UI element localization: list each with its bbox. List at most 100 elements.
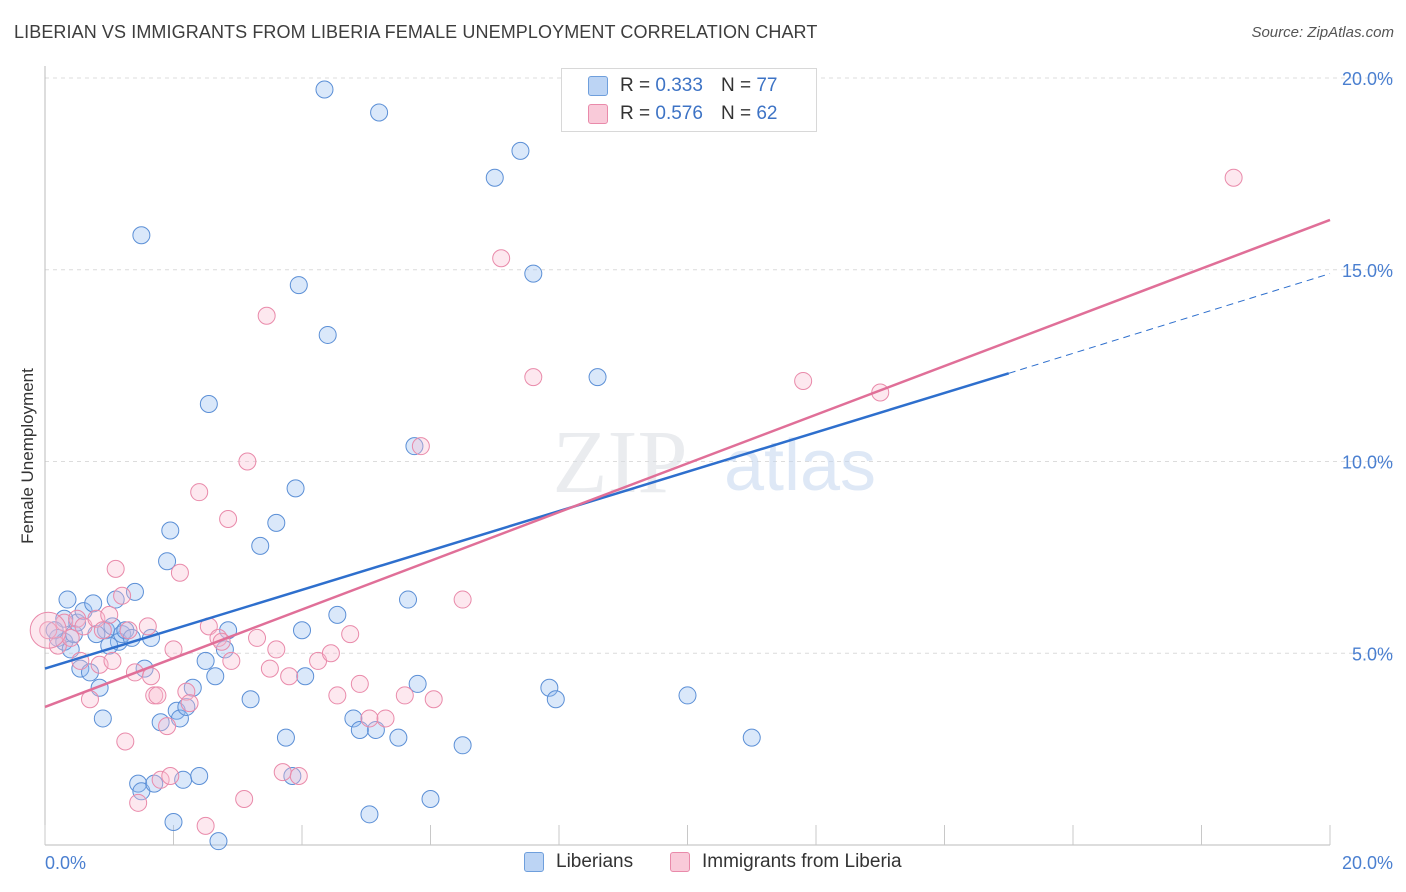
point-immigrants [113, 586, 132, 605]
point-liberians [421, 789, 440, 808]
gridlines [45, 77, 1395, 654]
point-immigrants [190, 483, 209, 502]
point-immigrants [180, 694, 199, 713]
legend: R = 0.333 N = 77 R = 0.576 N = 62 [561, 68, 817, 132]
point-liberians [399, 590, 418, 609]
point-liberians [267, 513, 286, 532]
point-liberians [366, 720, 385, 739]
point-liberians [296, 667, 315, 686]
point-immigrants [328, 686, 347, 705]
point-liberians [84, 594, 103, 613]
point-immigrants [248, 628, 267, 647]
point-immigrants [273, 763, 292, 782]
bottom-legend-swatch-liberians [524, 852, 544, 872]
point-immigrants [116, 732, 135, 751]
legend-swatch-immigrants [588, 104, 608, 124]
point-liberians [80, 663, 99, 682]
y-tick-label: 10.0% [1342, 453, 1393, 473]
point-liberians [485, 168, 504, 187]
point-liberians [58, 590, 77, 609]
point-immigrants [260, 659, 279, 678]
point-liberians [71, 659, 90, 678]
legend-r-label: R = [620, 75, 651, 96]
point-immigrants [100, 605, 119, 624]
legend-n-label: N = [720, 75, 752, 96]
point-immigrants [196, 816, 215, 835]
legend-n-label: N = [720, 103, 752, 124]
bottom-legend: Liberians Immigrants from Liberia [0, 851, 1406, 877]
point-liberians [190, 766, 209, 785]
point-immigrants [222, 651, 241, 670]
data-points [29, 80, 1243, 851]
point-immigrants [129, 793, 148, 812]
tick-labels: 5.0% 10.0% 15.0% 20.0% 0.0% 20.0% [45, 69, 1393, 873]
x-tick-label: 20.0% [1342, 853, 1393, 873]
point-immigrants [321, 644, 340, 663]
trend-line-immigrants [44, 218, 1331, 709]
point-liberians [540, 678, 559, 697]
legend-n-value: 62 [756, 103, 778, 124]
y-tick-label: 15.0% [1342, 261, 1393, 281]
point-liberians [328, 605, 347, 624]
point-immigrants [238, 452, 257, 471]
point-liberians [209, 832, 228, 851]
point-liberians [251, 536, 270, 555]
point-liberians [405, 437, 424, 456]
point-liberians [164, 812, 183, 831]
legend-r-value: 0.333 [655, 75, 703, 96]
point-liberians [588, 368, 607, 387]
point-immigrants [341, 625, 360, 644]
point-immigrants [158, 717, 177, 736]
legend-n-value: 77 [756, 75, 778, 96]
point-liberians [132, 226, 151, 245]
point-immigrants [68, 609, 87, 628]
legend-r-label: R = [620, 103, 651, 124]
x-tick-label: 0.0% [45, 853, 86, 873]
legend-row-liberians: R = 0.333 N = 77 [588, 74, 777, 98]
bottom-legend-label: Liberians [556, 851, 634, 872]
point-liberians [453, 736, 472, 755]
point-immigrants [177, 682, 196, 701]
point-liberians [283, 766, 302, 785]
point-immigrants [39, 621, 58, 640]
point-liberians [389, 728, 408, 747]
point-immigrants [257, 306, 276, 325]
point-immigrants [103, 651, 122, 670]
point-immigrants [161, 766, 180, 785]
point-liberians [370, 103, 389, 122]
legend-row-immigrants: R = 0.576 N = 62 [588, 102, 777, 126]
point-liberians [315, 80, 334, 99]
point-immigrants [106, 559, 125, 578]
point-liberians [45, 621, 64, 640]
point-immigrants [170, 563, 189, 582]
point-immigrants [424, 690, 443, 709]
point-immigrants [219, 510, 238, 529]
point-immigrants [93, 621, 112, 640]
point-liberians [742, 728, 761, 747]
y-tick-label: 5.0% [1352, 644, 1393, 664]
point-liberians [55, 609, 74, 628]
point-immigrants [492, 249, 511, 268]
watermark-zip: ZIP [553, 413, 688, 512]
point-immigrants [350, 674, 369, 693]
point-liberians [241, 690, 260, 709]
point-immigrants [280, 667, 299, 686]
point-immigrants [267, 640, 286, 659]
point-immigrants [395, 686, 414, 705]
point-immigrants [453, 590, 472, 609]
legend-swatch-liberians [588, 76, 608, 96]
trend-lines [44, 218, 1331, 709]
point-immigrants [29, 611, 67, 649]
point-liberians [678, 686, 697, 705]
point-immigrants [1224, 168, 1243, 187]
point-immigrants [360, 709, 379, 728]
point-liberians [276, 728, 295, 747]
point-liberians [158, 552, 177, 571]
bottom-legend-liberians: Liberians [524, 851, 633, 873]
point-liberians [318, 325, 337, 344]
point-liberians [199, 394, 218, 413]
point-liberians [546, 690, 565, 709]
point-immigrants [119, 621, 138, 640]
point-liberians [286, 479, 305, 498]
